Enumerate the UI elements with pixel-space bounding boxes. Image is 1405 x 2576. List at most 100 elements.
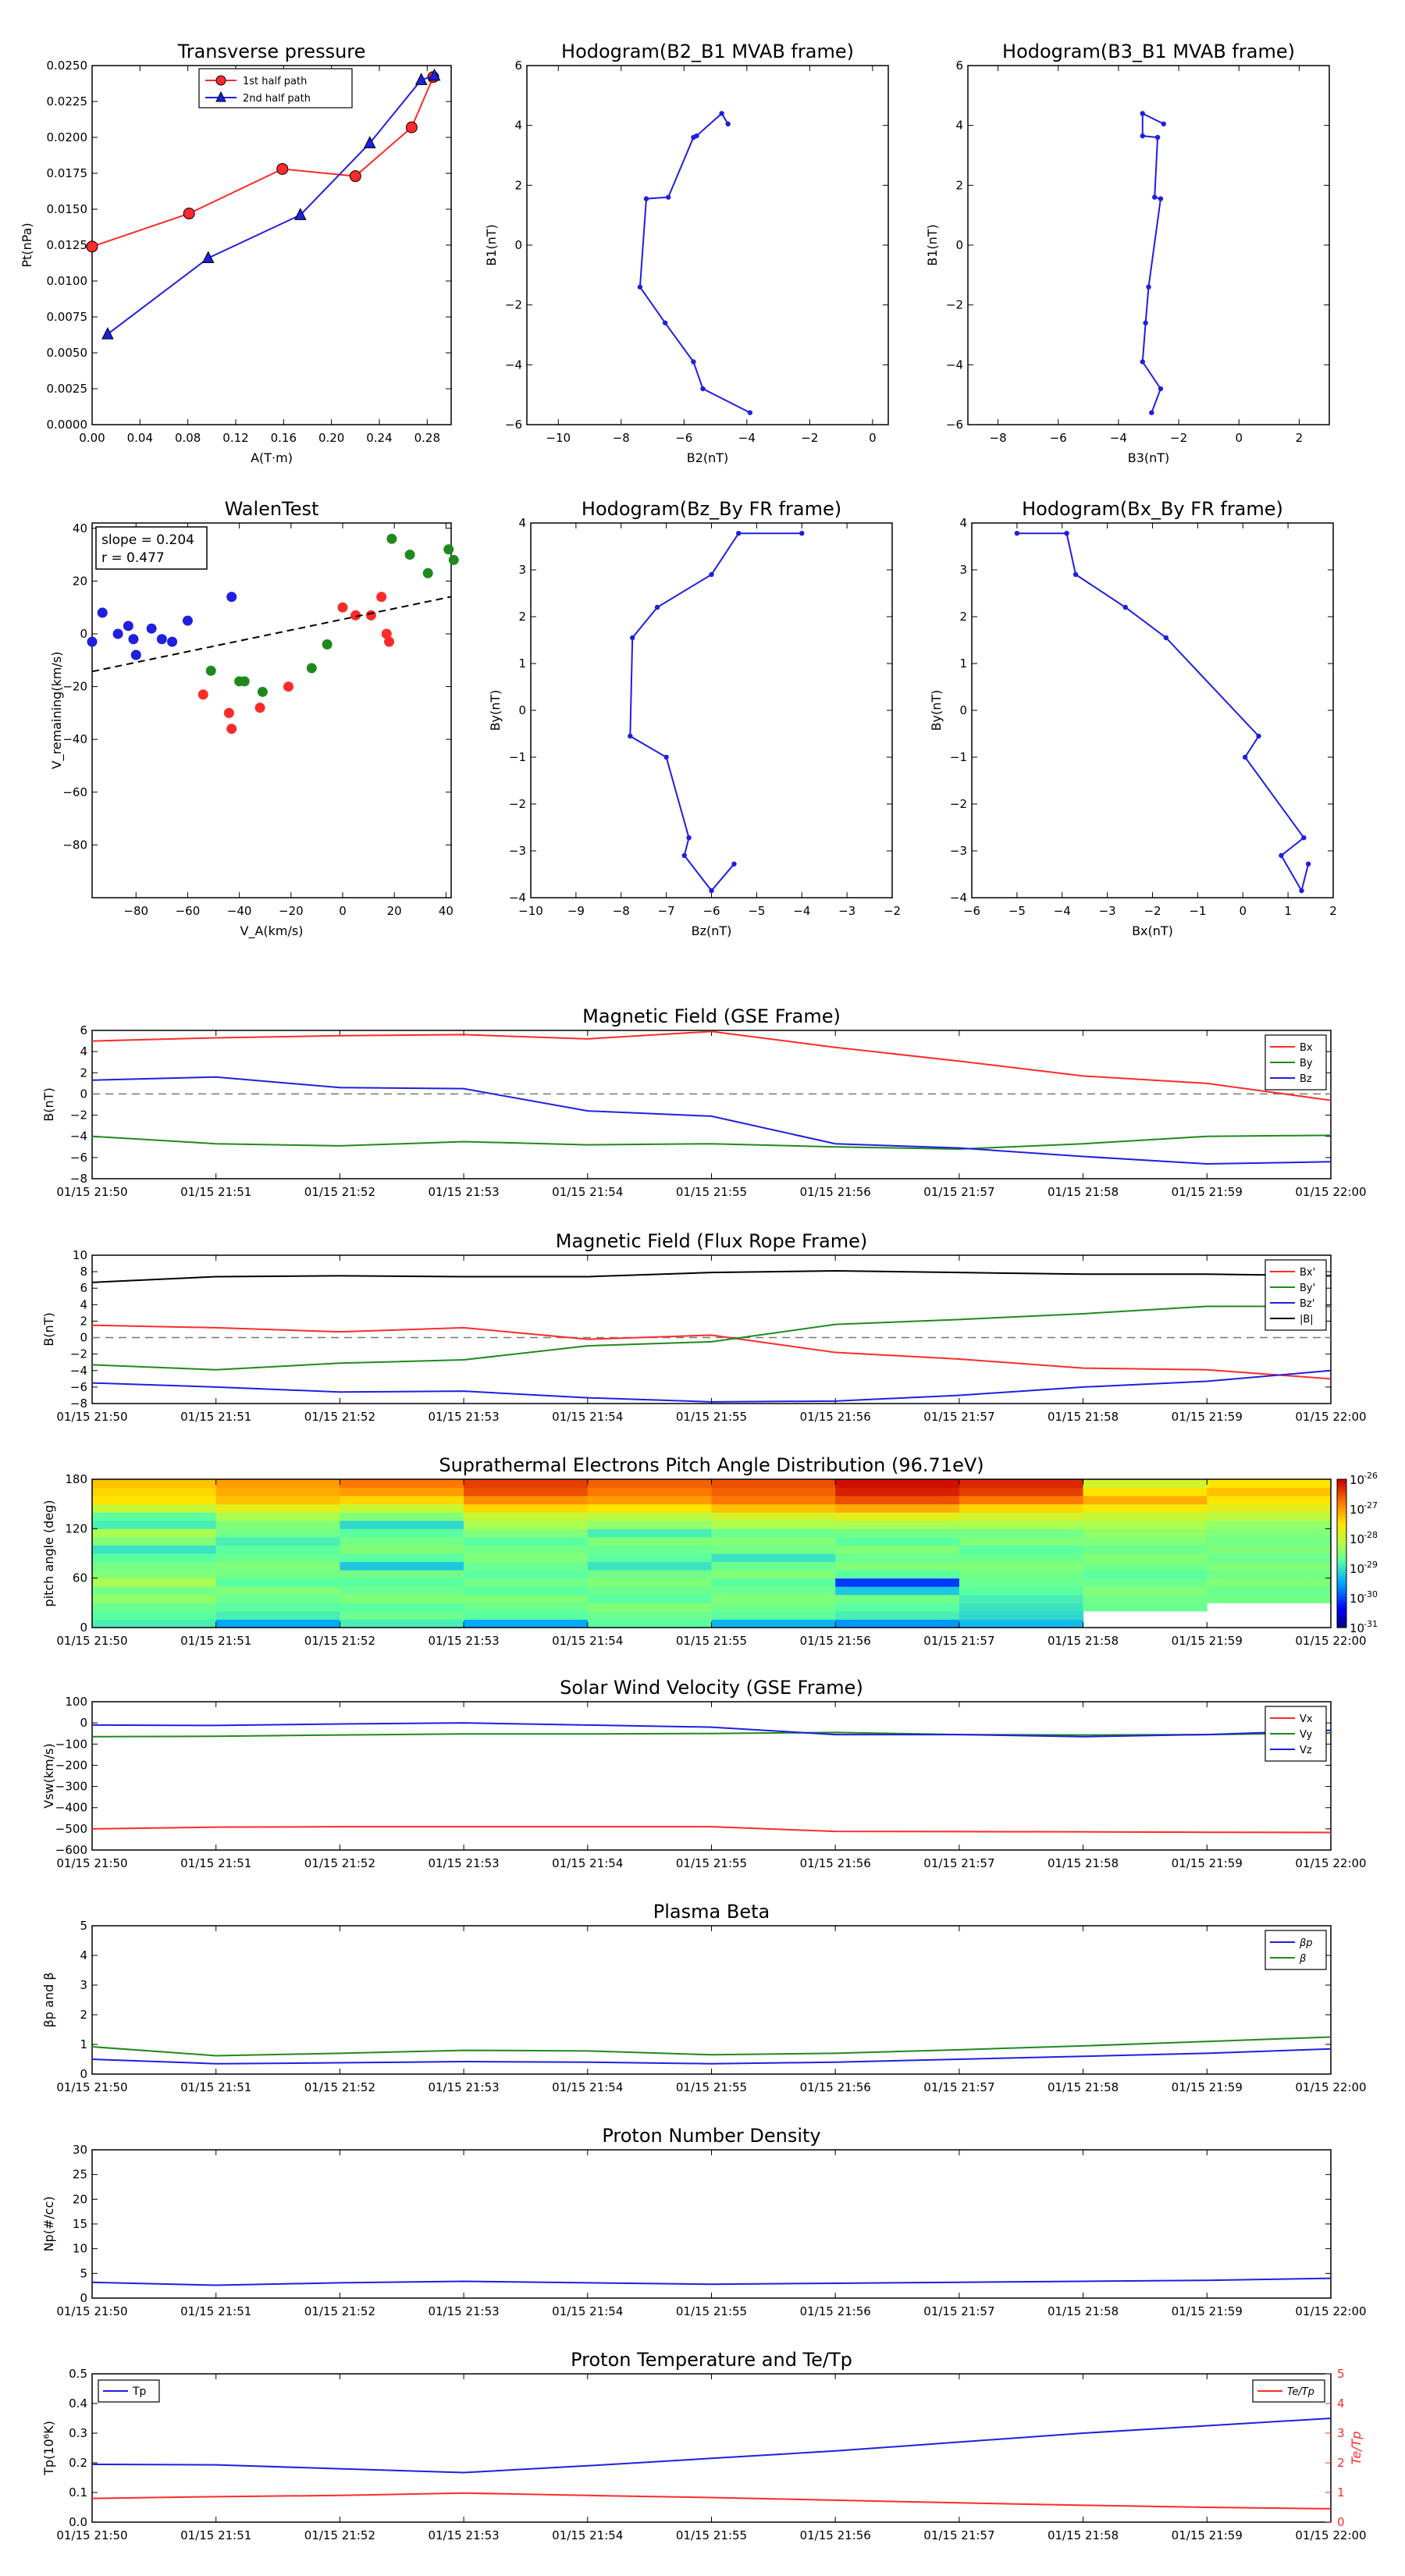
y-tick-label: 4 bbox=[80, 1044, 87, 1059]
chart-title: Hodogram(B2_B1 MVAB frame) bbox=[561, 41, 854, 62]
colorbar-segment bbox=[1337, 1610, 1346, 1614]
x-tick-label: 01/15 21:50 bbox=[56, 2528, 127, 2542]
colorbar-segment bbox=[1337, 1506, 1346, 1510]
heat-cell bbox=[340, 1503, 464, 1513]
data-point bbox=[747, 410, 753, 415]
heat-cell bbox=[959, 1496, 1084, 1505]
heat-cell bbox=[464, 1545, 589, 1554]
heat-cell bbox=[1083, 1578, 1208, 1587]
heat-cell bbox=[1207, 1487, 1332, 1496]
x-tick-label: 01/15 21:59 bbox=[1172, 1410, 1243, 1424]
chart-pt: Transverse pressure 0.00 0.04 0.08 0.12 0.16 0… bbox=[20, 41, 452, 465]
y-tick-label: 10 bbox=[73, 2242, 87, 2256]
data-point bbox=[112, 628, 123, 639]
heat-cell bbox=[215, 1610, 340, 1620]
data-point bbox=[322, 639, 333, 649]
data-point bbox=[1140, 359, 1145, 365]
heat-cell bbox=[1207, 1561, 1332, 1571]
heat-cell bbox=[464, 1578, 589, 1587]
heat-cell bbox=[340, 1603, 464, 1612]
x-tick-label: 01/15 22:00 bbox=[1295, 1410, 1366, 1424]
plot-frame bbox=[526, 65, 889, 425]
legend-label: βp bbox=[1299, 1937, 1313, 1949]
y-tick-label: 0.0225 bbox=[47, 94, 88, 109]
y-tick-label: 5 bbox=[80, 1919, 87, 1933]
y-axis-label: B(nT) bbox=[41, 1312, 56, 1346]
y-tick-label: 1 bbox=[80, 2037, 87, 2051]
y-tick-label: 4 bbox=[80, 1297, 87, 1311]
colorbar-segment bbox=[1337, 1491, 1346, 1495]
colorbar-tick-exponent: -28 bbox=[1364, 1530, 1378, 1540]
series-line-0 bbox=[91, 76, 434, 247]
colorbar-segment bbox=[1337, 1526, 1346, 1529]
colorbar-segment bbox=[1337, 1514, 1346, 1517]
data-point bbox=[337, 602, 348, 613]
data-point bbox=[428, 68, 441, 81]
heat-cell bbox=[1207, 1586, 1332, 1596]
colorbar-segment bbox=[1337, 1528, 1346, 1532]
heat-cell bbox=[340, 1496, 464, 1505]
x-tick-label: −2 bbox=[884, 904, 901, 918]
x-tick-label: 01/15 21:56 bbox=[800, 2304, 871, 2318]
data-point bbox=[350, 610, 361, 621]
heat-cell bbox=[711, 1536, 836, 1546]
heat-cell bbox=[959, 1586, 1084, 1596]
x-tick-label: −4 bbox=[738, 431, 756, 445]
y-tick-label: 0.2 bbox=[69, 2456, 87, 2470]
heat-cell bbox=[215, 1503, 340, 1513]
data-point bbox=[1143, 320, 1148, 326]
data-point bbox=[630, 635, 635, 641]
colorbar-segment bbox=[1337, 1588, 1346, 1592]
chart-title: WalenTest bbox=[225, 498, 319, 520]
heat-cell bbox=[587, 1479, 712, 1489]
heat-cell bbox=[587, 1561, 712, 1571]
legend-label: By' bbox=[1300, 1283, 1315, 1294]
heat-cell bbox=[587, 1619, 712, 1628]
y-tick-label-right: 1 bbox=[1337, 2485, 1345, 2500]
heat-cell bbox=[1207, 1503, 1332, 1513]
heat-cell bbox=[340, 1553, 464, 1563]
heat-cell bbox=[587, 1578, 712, 1587]
x-tick-label: 01/15 21:52 bbox=[304, 2080, 375, 2094]
y-axis-label: Tp(10⁶K) bbox=[41, 2421, 56, 2476]
x-tick-label: 01/15 21:53 bbox=[428, 2528, 499, 2542]
heat-cell bbox=[1083, 1594, 1208, 1603]
y-tick-label: 25 bbox=[73, 2168, 87, 2182]
heat-cell bbox=[340, 1479, 464, 1489]
x-tick-label: 0 bbox=[1239, 904, 1247, 918]
x-tick-label: 01/15 21:57 bbox=[923, 1634, 994, 1648]
y-tick-label-right: 4 bbox=[1337, 2396, 1345, 2411]
y-tick-label: 0.0075 bbox=[47, 310, 88, 324]
series-line-Vx bbox=[91, 1826, 1332, 1834]
y-tick-label: 0 bbox=[514, 238, 522, 252]
data-point bbox=[1154, 134, 1161, 141]
x-tick-label: 01/15 21:50 bbox=[56, 2080, 127, 2094]
heat-cell bbox=[1083, 1603, 1208, 1612]
y-tick-label: −2 bbox=[70, 1108, 87, 1123]
data-point bbox=[422, 568, 433, 578]
data-point bbox=[156, 634, 167, 645]
data-point bbox=[1064, 531, 1069, 536]
x-tick-label: 1 bbox=[1284, 904, 1292, 918]
legend-label: |B| bbox=[1300, 1314, 1314, 1325]
x-tick-label: 01/15 21:50 bbox=[56, 1856, 127, 1870]
colorbar-segment bbox=[1337, 1511, 1346, 1514]
data-point bbox=[1140, 111, 1145, 116]
legend-label: Vz bbox=[1300, 1745, 1312, 1756]
x-tick-label: 01/15 21:51 bbox=[180, 1856, 251, 1870]
heat-cell bbox=[1083, 1553, 1208, 1563]
colorbar-segment bbox=[1337, 1486, 1346, 1490]
colorbar-segment bbox=[1337, 1592, 1346, 1596]
data-point bbox=[719, 111, 724, 116]
heat-cell bbox=[1207, 1512, 1332, 1521]
data-point bbox=[1242, 754, 1248, 760]
series-line-By' bbox=[91, 1305, 1331, 1371]
data-point bbox=[643, 196, 649, 201]
y-tick-label: 0.4 bbox=[69, 2396, 87, 2411]
x-tick-label: 0 bbox=[1235, 431, 1243, 445]
heat-cell bbox=[464, 1536, 589, 1546]
x-tick-label: 01/15 21:56 bbox=[800, 1410, 871, 1424]
plot-frame bbox=[91, 2373, 1332, 2523]
heat-cell bbox=[711, 1487, 836, 1496]
legend-label: 2nd half path bbox=[243, 93, 311, 105]
